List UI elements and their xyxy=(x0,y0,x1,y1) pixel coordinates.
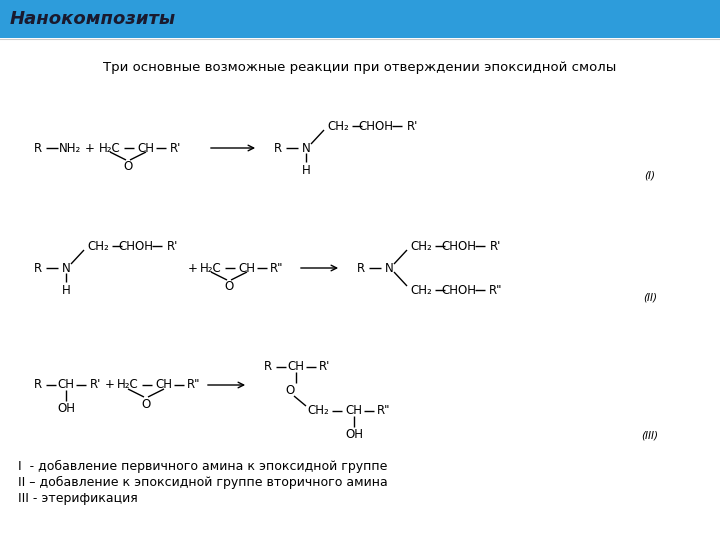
Text: R: R xyxy=(264,361,272,374)
Text: R: R xyxy=(34,261,42,274)
Text: R: R xyxy=(274,141,282,154)
Text: R': R' xyxy=(490,240,502,253)
Text: +: + xyxy=(188,261,198,274)
Text: R': R' xyxy=(408,119,419,132)
Text: O: O xyxy=(123,160,132,173)
Text: O: O xyxy=(285,384,294,397)
Text: R": R" xyxy=(270,261,284,274)
Text: CH₂: CH₂ xyxy=(410,240,432,253)
Text: CH: CH xyxy=(238,261,256,274)
Text: CH: CH xyxy=(138,141,155,154)
Text: Нанокомпозиты: Нанокомпозиты xyxy=(10,10,176,28)
Text: Три основные возможные реакции при отверждении эпоксидной смолы: Три основные возможные реакции при отвер… xyxy=(104,62,616,75)
Text: (III): (III) xyxy=(642,430,659,440)
Text: CH₂: CH₂ xyxy=(327,119,349,132)
Text: N: N xyxy=(302,141,310,154)
Text: H₂C: H₂C xyxy=(200,261,222,274)
Text: R: R xyxy=(357,261,365,274)
Text: R": R" xyxy=(490,284,503,296)
Text: N: N xyxy=(384,261,393,274)
Text: R': R' xyxy=(90,379,102,392)
Text: R': R' xyxy=(167,240,179,253)
Text: +: + xyxy=(85,141,95,154)
Bar xyxy=(0,0,720,38)
Text: R: R xyxy=(34,379,42,392)
Text: III - этерификация: III - этерификация xyxy=(18,492,138,505)
Text: NH₂: NH₂ xyxy=(59,141,81,154)
Text: R": R" xyxy=(377,404,391,417)
Text: I  - добавление первичного амина к эпоксидной группе: I - добавление первичного амина к эпокси… xyxy=(18,460,387,473)
Text: CH: CH xyxy=(58,379,74,392)
Text: (I): (I) xyxy=(644,171,655,181)
Text: CH: CH xyxy=(156,379,173,392)
Text: CH: CH xyxy=(346,404,362,417)
Text: +: + xyxy=(105,379,115,392)
Text: H₂C: H₂C xyxy=(117,379,139,392)
Text: II – добавление к эпоксидной группе вторичного амина: II – добавление к эпоксидной группе втор… xyxy=(18,476,388,489)
Text: OH: OH xyxy=(345,429,363,442)
Text: H₂C: H₂C xyxy=(99,141,121,154)
Text: CH: CH xyxy=(287,361,305,374)
Text: H: H xyxy=(302,164,310,177)
Text: O: O xyxy=(225,280,233,294)
Text: CH₂: CH₂ xyxy=(87,240,109,253)
Text: O: O xyxy=(141,397,150,410)
Text: R': R' xyxy=(319,361,330,374)
Text: (II): (II) xyxy=(643,293,657,303)
Text: R: R xyxy=(34,141,42,154)
Text: CH₂: CH₂ xyxy=(307,404,329,417)
Text: CHOH: CHOH xyxy=(441,240,477,253)
Text: CHOH: CHOH xyxy=(441,284,477,296)
Text: CHOH: CHOH xyxy=(359,119,394,132)
Text: CH₂: CH₂ xyxy=(410,284,432,296)
Text: OH: OH xyxy=(57,402,75,415)
Text: H: H xyxy=(62,284,71,296)
Text: R': R' xyxy=(171,141,181,154)
Text: CHOH: CHOH xyxy=(119,240,153,253)
Text: R": R" xyxy=(187,379,201,392)
Text: N: N xyxy=(62,261,71,274)
